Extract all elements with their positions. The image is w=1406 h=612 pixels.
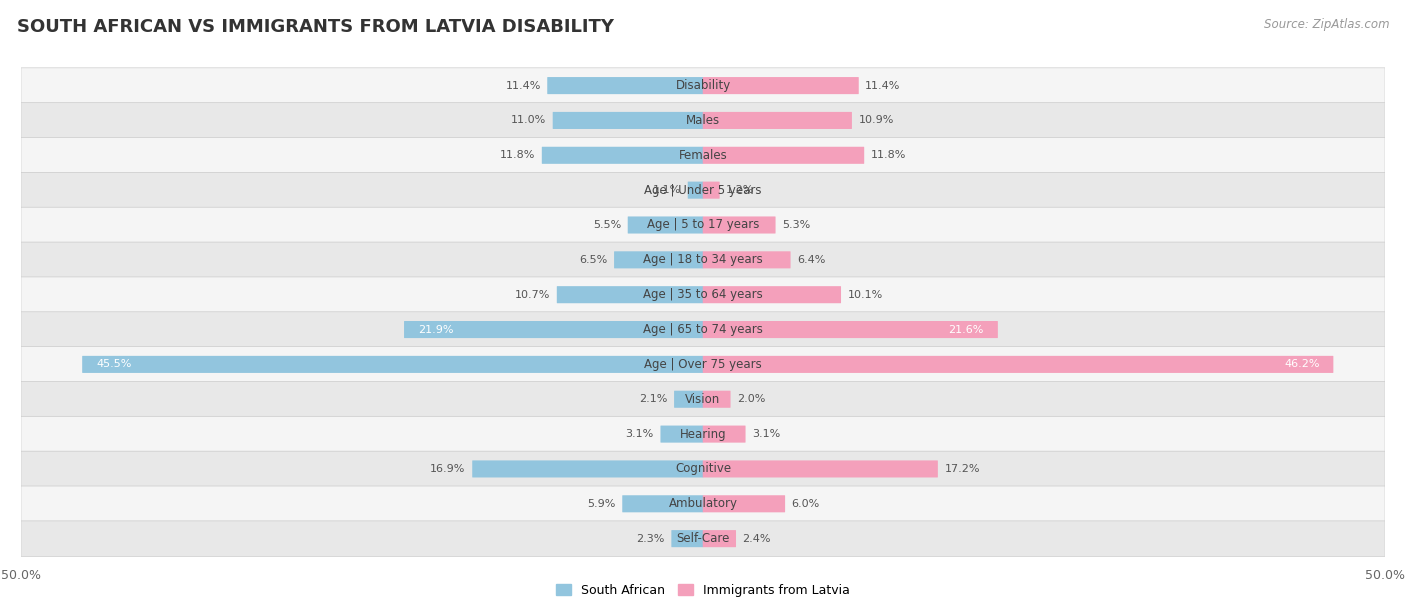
Text: SOUTH AFRICAN VS IMMIGRANTS FROM LATVIA DISABILITY: SOUTH AFRICAN VS IMMIGRANTS FROM LATVIA … [17, 18, 614, 36]
Text: 17.2%: 17.2% [945, 464, 980, 474]
FancyBboxPatch shape [21, 68, 1385, 103]
FancyBboxPatch shape [21, 381, 1385, 417]
FancyBboxPatch shape [703, 77, 859, 94]
FancyBboxPatch shape [614, 252, 703, 269]
FancyBboxPatch shape [21, 207, 1385, 243]
FancyBboxPatch shape [21, 451, 1385, 487]
Text: 1.2%: 1.2% [725, 185, 755, 195]
Text: Hearing: Hearing [679, 428, 727, 441]
Text: 10.9%: 10.9% [859, 116, 894, 125]
FancyBboxPatch shape [623, 495, 703, 512]
Text: Females: Females [679, 149, 727, 162]
FancyBboxPatch shape [21, 486, 1385, 521]
FancyBboxPatch shape [82, 356, 703, 373]
Text: 21.6%: 21.6% [949, 324, 984, 335]
Text: Age | Under 5 years: Age | Under 5 years [644, 184, 762, 196]
Text: 1.1%: 1.1% [652, 185, 681, 195]
Text: 6.4%: 6.4% [797, 255, 825, 265]
FancyBboxPatch shape [21, 103, 1385, 138]
Text: 10.7%: 10.7% [515, 289, 550, 300]
Text: 45.5%: 45.5% [96, 359, 132, 370]
Text: Vision: Vision [685, 393, 721, 406]
FancyBboxPatch shape [547, 77, 703, 94]
Text: 11.8%: 11.8% [870, 151, 905, 160]
Text: 6.5%: 6.5% [579, 255, 607, 265]
FancyBboxPatch shape [661, 425, 703, 442]
Text: Age | 65 to 74 years: Age | 65 to 74 years [643, 323, 763, 336]
Text: Self-Care: Self-Care [676, 532, 730, 545]
FancyBboxPatch shape [703, 112, 852, 129]
Text: Age | 35 to 64 years: Age | 35 to 64 years [643, 288, 763, 301]
FancyBboxPatch shape [557, 286, 703, 303]
FancyBboxPatch shape [21, 416, 1385, 452]
Text: 5.3%: 5.3% [782, 220, 810, 230]
Text: Cognitive: Cognitive [675, 463, 731, 476]
Text: 6.0%: 6.0% [792, 499, 820, 509]
Text: 2.1%: 2.1% [640, 394, 668, 405]
FancyBboxPatch shape [673, 390, 703, 408]
FancyBboxPatch shape [21, 521, 1385, 556]
Text: 3.1%: 3.1% [626, 429, 654, 439]
FancyBboxPatch shape [21, 173, 1385, 208]
FancyBboxPatch shape [553, 112, 703, 129]
Text: 21.9%: 21.9% [418, 324, 454, 335]
FancyBboxPatch shape [627, 217, 703, 234]
Text: 10.1%: 10.1% [848, 289, 883, 300]
Text: 11.4%: 11.4% [505, 81, 541, 91]
FancyBboxPatch shape [703, 495, 785, 512]
Text: 11.8%: 11.8% [501, 151, 536, 160]
FancyBboxPatch shape [703, 182, 720, 199]
FancyBboxPatch shape [688, 182, 703, 199]
Legend: South African, Immigrants from Latvia: South African, Immigrants from Latvia [551, 579, 855, 602]
Text: 2.0%: 2.0% [737, 394, 765, 405]
FancyBboxPatch shape [671, 530, 703, 547]
Text: Age | 5 to 17 years: Age | 5 to 17 years [647, 218, 759, 231]
FancyBboxPatch shape [703, 460, 938, 477]
Text: 46.2%: 46.2% [1284, 359, 1319, 370]
FancyBboxPatch shape [703, 217, 776, 234]
FancyBboxPatch shape [703, 147, 865, 164]
Text: Age | 18 to 34 years: Age | 18 to 34 years [643, 253, 763, 266]
FancyBboxPatch shape [703, 321, 998, 338]
FancyBboxPatch shape [703, 425, 745, 442]
Text: Disability: Disability [675, 79, 731, 92]
FancyBboxPatch shape [703, 530, 735, 547]
FancyBboxPatch shape [541, 147, 703, 164]
Text: Age | Over 75 years: Age | Over 75 years [644, 358, 762, 371]
FancyBboxPatch shape [703, 390, 731, 408]
FancyBboxPatch shape [21, 312, 1385, 348]
Text: 5.5%: 5.5% [593, 220, 621, 230]
Text: Ambulatory: Ambulatory [668, 498, 738, 510]
Text: 11.4%: 11.4% [865, 81, 901, 91]
Text: 2.4%: 2.4% [742, 534, 770, 543]
Text: 2.3%: 2.3% [637, 534, 665, 543]
Text: Males: Males [686, 114, 720, 127]
Text: Source: ZipAtlas.com: Source: ZipAtlas.com [1264, 18, 1389, 31]
Text: 3.1%: 3.1% [752, 429, 780, 439]
FancyBboxPatch shape [21, 242, 1385, 278]
Text: 5.9%: 5.9% [588, 499, 616, 509]
FancyBboxPatch shape [21, 346, 1385, 382]
FancyBboxPatch shape [21, 138, 1385, 173]
FancyBboxPatch shape [404, 321, 703, 338]
Text: 16.9%: 16.9% [430, 464, 465, 474]
FancyBboxPatch shape [703, 356, 1333, 373]
FancyBboxPatch shape [472, 460, 703, 477]
Text: 11.0%: 11.0% [510, 116, 546, 125]
FancyBboxPatch shape [703, 286, 841, 303]
FancyBboxPatch shape [703, 252, 790, 269]
FancyBboxPatch shape [21, 277, 1385, 313]
